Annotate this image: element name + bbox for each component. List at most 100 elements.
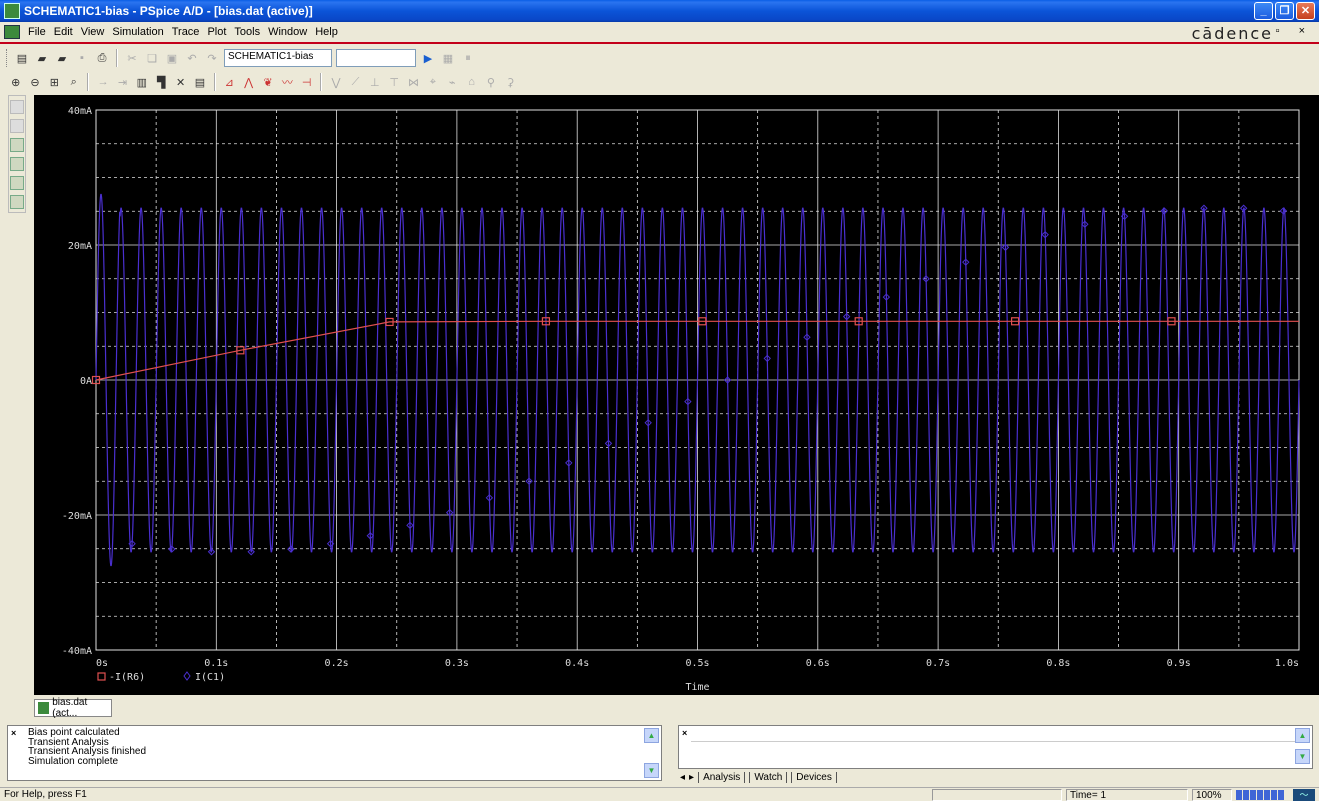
- copy-icon[interactable]: ❏: [147, 52, 157, 65]
- tab-devices[interactable]: Devices: [791, 771, 837, 783]
- toggle-cursor-icon[interactable]: ⊿: [224, 76, 234, 89]
- cursor-search-icon[interactable]: ⌖: [429, 75, 436, 88]
- tab-analysis[interactable]: Analysis: [698, 771, 746, 783]
- close-output-icon[interactable]: ×: [11, 728, 17, 738]
- menu-plot[interactable]: Plot: [207, 26, 227, 38]
- scroll-down-icon[interactable]: ▼: [644, 763, 659, 778]
- snap-icon[interactable]: ⊣: [301, 76, 312, 89]
- status-bar: For Help, press F1 Time= 1 100% 〜: [0, 787, 1319, 801]
- cursor-label-icon[interactable]: ⚲: [486, 76, 495, 89]
- paste-icon[interactable]: ▣: [166, 52, 178, 65]
- legend-label: I(C1): [195, 672, 225, 683]
- open-folder-icon[interactable]: ▰: [57, 52, 67, 65]
- document-tab-bias[interactable]: bias.dat (act...: [34, 697, 112, 719]
- watch-window[interactable]: × ▲ ▼: [678, 725, 1313, 769]
- waveform-plot[interactable]: 40mA 20mA 0A -20mA -40mA 0s 0.1s 0.2s 0.3s 0.4s 0.…: [34, 95, 1319, 695]
- zoom-fit-icon[interactable]: ⌕: [70, 75, 77, 88]
- cursor-mark-icon[interactable]: ⚳: [506, 76, 515, 89]
- menu-tools[interactable]: Tools: [234, 26, 261, 38]
- add-plot-icon[interactable]: ▤: [194, 76, 206, 89]
- scroll-up-icon[interactable]: ▲: [1295, 728, 1310, 743]
- view-schematic-icon[interactable]: [10, 195, 24, 209]
- tab-watch[interactable]: Watch: [749, 771, 788, 783]
- pause-icon[interactable]: ⏸: [465, 51, 471, 64]
- menu-edit[interactable]: Edit: [53, 26, 73, 38]
- cut-icon[interactable]: ✂: [127, 52, 137, 65]
- menu-window[interactable]: Window: [268, 26, 308, 38]
- watch-scrollbar[interactable]: ▲ ▼: [1295, 728, 1310, 764]
- pspice-app-icon[interactable]: [4, 3, 20, 19]
- print-icon[interactable]: ⎙: [97, 51, 107, 64]
- cursor-point-icon[interactable]: ⋈: [408, 76, 419, 89]
- series-marker-ic1: [842, 312, 851, 321]
- run-icon[interactable]: ▶: [423, 52, 433, 65]
- series-marker-ic1: [1001, 243, 1010, 252]
- left-tool-palette: [8, 95, 26, 213]
- stop-icon[interactable]: ▦: [442, 52, 454, 65]
- sim-settings-icon[interactable]: [10, 119, 24, 133]
- probe-toolbar: ⊕ ⊖ ⊞ ⌕ → ⇥ ▥ ▜ ✕ ▤ ⊿ ⋀ ❦ 〰 ⊣ ⋁ ⟋ ⊥ ⊤ ⋈ …: [0, 70, 520, 94]
- toolbar-grip[interactable]: [6, 49, 9, 67]
- eval-measure-icon[interactable]: ✕: [175, 76, 186, 89]
- view-simulation-icon[interactable]: [10, 138, 24, 152]
- series-marker-ir6: [541, 317, 551, 326]
- output-window[interactable]: × Bias point calculated Transient Analys…: [7, 725, 662, 781]
- tab-scroll-left-icon[interactable]: ◂: [680, 771, 686, 783]
- series-marker-ic1: [604, 439, 613, 448]
- mark-data-icon[interactable]: ❦: [263, 76, 273, 89]
- maximize-button[interactable]: ❐: [1275, 2, 1294, 20]
- cursor-slope-icon[interactable]: ⟋: [351, 75, 360, 88]
- simulation-profile-select[interactable]: SCHEMATIC1-bias: [224, 49, 332, 67]
- mdi-window-controls[interactable]: - ▫ ×: [1252, 25, 1313, 37]
- secondary-combo[interactable]: [336, 49, 416, 67]
- close-button[interactable]: ✕: [1296, 2, 1315, 20]
- mark-label-icon[interactable]: 〰: [281, 77, 293, 89]
- y-tick-label: -20mA: [62, 511, 92, 522]
- undo-icon[interactable]: ↶: [187, 52, 197, 65]
- series-marker-ic1: [723, 376, 732, 384]
- tab-scroll-right-icon[interactable]: ▸: [689, 771, 695, 783]
- new-file-icon[interactable]: ▤: [16, 52, 28, 65]
- zoom-in-icon[interactable]: ⊕: [11, 76, 21, 89]
- status-cell: [932, 789, 1062, 801]
- simulation-progress-bar: [1236, 790, 1284, 800]
- cursor-peak-icon[interactable]: ⋀: [244, 76, 254, 89]
- view-results-icon[interactable]: [10, 176, 24, 190]
- scroll-down-icon[interactable]: ▼: [1295, 749, 1310, 764]
- output-scrollbar[interactable]: ▲ ▼: [644, 728, 659, 778]
- save-icon[interactable]: ▪: [80, 52, 84, 64]
- redo-icon[interactable]: ↷: [207, 52, 217, 65]
- zoom-out-icon[interactable]: ⊖: [30, 76, 40, 89]
- minimize-button[interactable]: _: [1254, 2, 1273, 20]
- cursor-min-icon[interactable]: ⊥: [369, 76, 380, 89]
- view-output-icon[interactable]: [10, 157, 24, 171]
- cursor-next-icon[interactable]: ⌁: [448, 76, 456, 89]
- document-icon[interactable]: [4, 25, 20, 39]
- menu-file[interactable]: File: [28, 26, 46, 38]
- probe-plot-window[interactable]: 40mA 20mA 0A -20mA -40mA 0s 0.1s 0.2s 0.3s 0.4s 0.…: [34, 95, 1319, 695]
- add-trace-icon[interactable]: ▜: [156, 76, 166, 89]
- fourier-icon[interactable]: ⇥: [117, 76, 128, 89]
- separator: [320, 73, 323, 91]
- palette-grip-icon[interactable]: [10, 100, 24, 114]
- menu-help[interactable]: Help: [315, 26, 338, 38]
- log-x-icon[interactable]: →: [97, 76, 109, 88]
- cursor-trough-icon[interactable]: ⋁: [331, 76, 341, 89]
- cursor-max-icon[interactable]: ⊤: [389, 76, 399, 89]
- menu-simulation[interactable]: Simulation: [112, 26, 164, 38]
- open-file-icon[interactable]: ▰: [37, 52, 47, 65]
- menu-view[interactable]: View: [80, 26, 105, 38]
- performance-icon[interactable]: ▥: [136, 76, 148, 89]
- zoom-status: 100%: [1192, 789, 1232, 801]
- help-status-text: For Help, press F1: [4, 789, 87, 800]
- output-line: Bias point calculated: [28, 727, 120, 738]
- zoom-area-icon[interactable]: ⊞: [49, 76, 59, 89]
- menu-trace[interactable]: Trace: [171, 26, 200, 38]
- series-marker-ic1: [684, 397, 692, 406]
- close-watch-icon[interactable]: ×: [682, 728, 688, 738]
- cursor-prev-icon[interactable]: ⌂: [468, 76, 475, 88]
- scroll-up-icon[interactable]: ▲: [644, 728, 659, 743]
- series-marker-ic1: [326, 539, 335, 548]
- series-marker-ic1: [287, 545, 295, 553]
- legend-marker-ir6: [97, 672, 106, 681]
